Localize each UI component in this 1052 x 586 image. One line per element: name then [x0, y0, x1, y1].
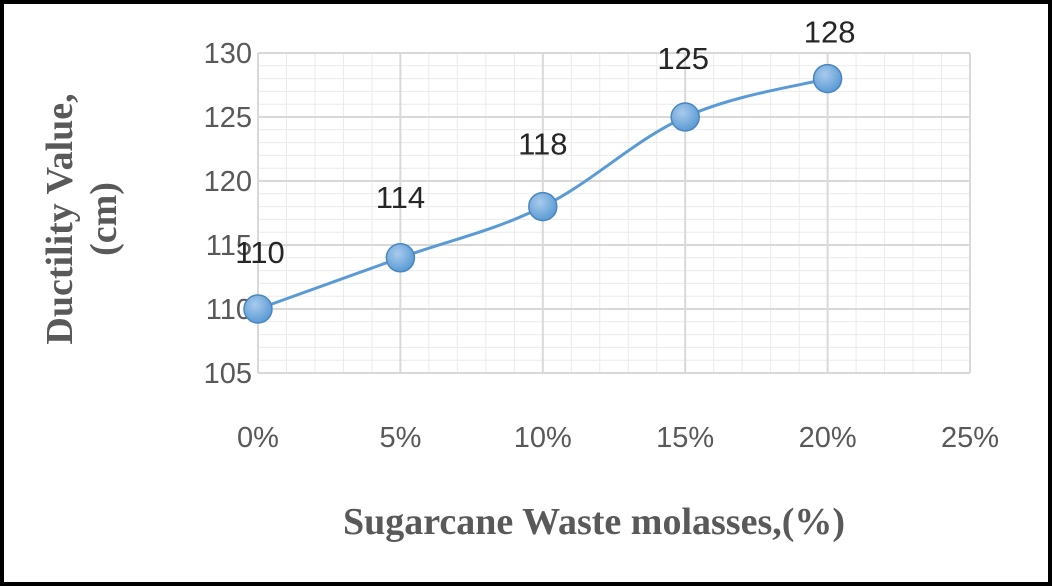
data-point	[385, 243, 416, 273]
data-label: 118	[518, 127, 567, 162]
y-axis-title-line2: (cm)	[83, 182, 125, 256]
data-point	[670, 102, 700, 132]
x-tick-label: 10%	[514, 422, 572, 454]
y-tick-label: 120	[204, 166, 252, 198]
gridlines	[257, 52, 971, 374]
y-tick-label: 130	[204, 38, 252, 70]
x-tick-label: 25%	[941, 422, 999, 454]
data-label: 114	[376, 180, 425, 215]
data-point	[812, 63, 843, 94]
x-tick-label: 20%	[799, 422, 857, 454]
y-tick-label: 125	[204, 102, 252, 134]
y-tick-label: 105	[204, 358, 252, 390]
data-label: 128	[804, 15, 856, 50]
data-point	[243, 294, 273, 324]
x-tick-labels: 0% 5% 10% 15% 20% 25%	[237, 422, 999, 454]
x-tick-label: 15%	[656, 422, 714, 454]
y-tick-label: 115	[206, 230, 252, 262]
data-label: 110	[235, 235, 284, 270]
y-axis-title: Ductility Value, (cm)	[39, 93, 125, 344]
series-ductility	[243, 63, 843, 324]
x-tick-label: 0%	[237, 422, 279, 454]
data-label: 125	[657, 41, 709, 76]
x-tick-label: 5%	[379, 422, 421, 454]
x-axis-title: Sugarcane Waste molasses,(%)	[343, 501, 845, 543]
data-labels: 110 114 118 125 128	[235, 15, 855, 270]
data-point	[528, 191, 558, 222]
y-axis-title-line1: Ductility Value,	[39, 93, 81, 344]
